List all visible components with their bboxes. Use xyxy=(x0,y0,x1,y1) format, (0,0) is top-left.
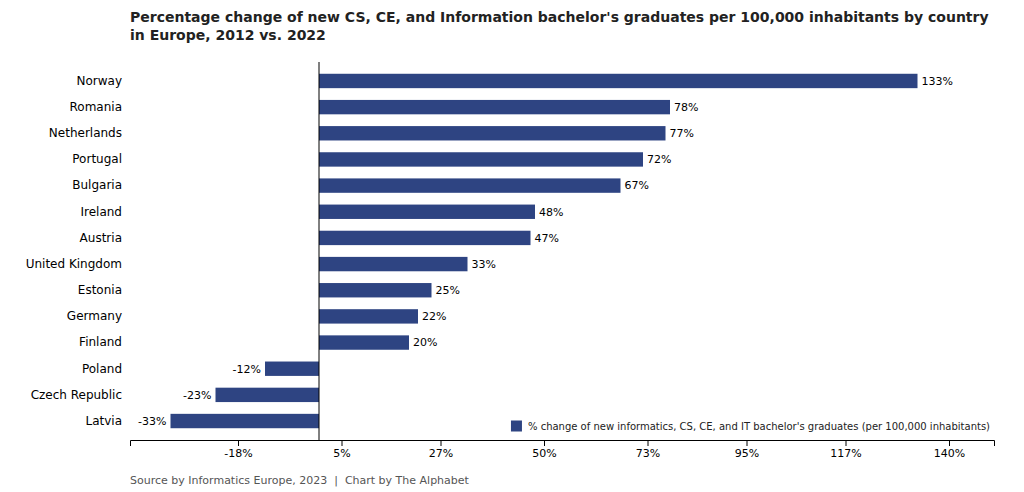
chart: Percentage change of new CS, CE, and Inf… xyxy=(0,0,1024,492)
y-tick-label: Bulgaria xyxy=(72,178,122,192)
data-label: -33% xyxy=(138,415,166,428)
y-tick-label: Romania xyxy=(70,100,122,114)
bar xyxy=(319,309,418,323)
legend: % change of new informatics, CS, CE, and… xyxy=(511,421,990,432)
data-label: 72% xyxy=(647,153,671,166)
x-tick-label: 140% xyxy=(934,447,965,460)
bar xyxy=(319,126,666,140)
data-labels: 133% 78% 77% 72% 67% 48% 47% 33% 25% 22% 20% -12% -2… xyxy=(138,75,953,428)
x-tick: 73% xyxy=(636,440,660,460)
data-label: 20% xyxy=(413,336,437,349)
y-tick: Romania xyxy=(70,100,122,114)
legend-swatch xyxy=(511,421,522,432)
zero-line xyxy=(319,62,320,440)
y-tick: Netherlands xyxy=(49,126,122,140)
legend-label: % change of new informatics, CS, CE, and… xyxy=(528,421,990,432)
x-tick-mark xyxy=(949,440,950,446)
y-tick: Czech Republic xyxy=(31,388,122,402)
x-tick: 5% xyxy=(333,440,350,460)
plot: -18%5%27%50%73%95%117%140%NorwayRomaniaN… xyxy=(26,62,995,460)
y-tick-label: Germany xyxy=(67,309,122,323)
data-label: 78% xyxy=(674,101,698,114)
y-tick: Norway xyxy=(76,74,122,88)
data-label: 25% xyxy=(436,284,460,297)
y-tick-label: Poland xyxy=(82,362,122,376)
bar xyxy=(319,100,670,114)
y-tick-label: Finland xyxy=(79,335,122,349)
x-tick: 117% xyxy=(830,440,861,460)
x-tick-label: 27% xyxy=(429,447,453,460)
x-tick-mark xyxy=(342,440,343,446)
data-label: 67% xyxy=(625,179,649,192)
bar xyxy=(319,335,409,349)
bar xyxy=(319,178,621,192)
y-tick: Estonia xyxy=(78,283,122,297)
data-label: 48% xyxy=(539,206,563,219)
y-tick: Austria xyxy=(80,231,122,245)
data-label: 47% xyxy=(535,232,559,245)
y-axis: Norway Romania Netherlands Portugal Bulgaria… xyxy=(26,74,122,428)
x-tick-mark xyxy=(648,440,649,446)
y-tick: Latvia xyxy=(85,414,122,428)
bar xyxy=(319,74,918,88)
y-tick-label: Czech Republic xyxy=(31,388,122,402)
x-axis-line xyxy=(131,441,995,447)
x-tick-label: -18% xyxy=(224,447,252,460)
bar xyxy=(171,414,320,428)
x-tick: 27% xyxy=(429,440,453,460)
x-tick: 50% xyxy=(532,440,556,460)
data-label: 22% xyxy=(422,310,446,323)
y-tick: United Kingdom xyxy=(26,257,122,271)
y-tick: Germany xyxy=(67,309,122,323)
title-line: in Europe, 2012 vs. 2022 xyxy=(130,27,326,43)
bar xyxy=(216,388,320,402)
bar xyxy=(319,257,468,271)
y-tick: Finland xyxy=(79,335,122,349)
x-tick-mark xyxy=(544,440,545,446)
data-label: -23% xyxy=(183,389,211,402)
y-tick-label: Austria xyxy=(80,231,122,245)
y-tick-label: Estonia xyxy=(78,283,122,297)
y-tick: Poland xyxy=(82,362,122,376)
data-label: -12% xyxy=(233,363,261,376)
x-tick-label: 73% xyxy=(636,447,660,460)
y-tick: Ireland xyxy=(80,205,122,219)
bar xyxy=(319,231,531,245)
annotation: Source by Informatics Europe, 2023 | Cha… xyxy=(130,474,470,487)
x-tick: 140% xyxy=(934,440,965,460)
data-label: 133% xyxy=(922,75,953,88)
y-tick-label: Portugal xyxy=(72,152,122,166)
x-tick-mark xyxy=(846,440,847,446)
data-label: 77% xyxy=(670,127,694,140)
y-tick-label: Norway xyxy=(76,74,122,88)
x-tick-label: 117% xyxy=(830,447,861,460)
x-tick-mark xyxy=(747,440,748,446)
x-axis: -18% 5% 27% 50% 73% 95% 117% 140% xyxy=(131,440,995,460)
x-tick-label: 50% xyxy=(532,447,556,460)
x-tick: -18% xyxy=(224,440,252,460)
y-tick: Portugal xyxy=(72,152,122,166)
y-tick-label: Latvia xyxy=(85,414,122,428)
data-label: 33% xyxy=(472,258,496,271)
y-tick-label: United Kingdom xyxy=(26,257,122,271)
x-tick-label: 5% xyxy=(333,447,350,460)
x-tick-mark xyxy=(441,440,442,446)
x-tick: 95% xyxy=(735,440,759,460)
bar xyxy=(319,283,432,297)
y-tick-label: Ireland xyxy=(80,205,122,219)
bar xyxy=(319,205,535,219)
title: Percentage change of new CS, CE, and Inf… xyxy=(130,9,989,43)
title-line: Percentage change of new CS, CE, and Inf… xyxy=(130,9,989,25)
bar xyxy=(265,362,319,376)
x-tick-label: 95% xyxy=(735,447,759,460)
y-tick: Bulgaria xyxy=(72,178,122,192)
bar xyxy=(319,152,643,166)
bars xyxy=(171,74,918,428)
x-tick-mark xyxy=(238,440,239,446)
y-tick-label: Netherlands xyxy=(49,126,122,140)
